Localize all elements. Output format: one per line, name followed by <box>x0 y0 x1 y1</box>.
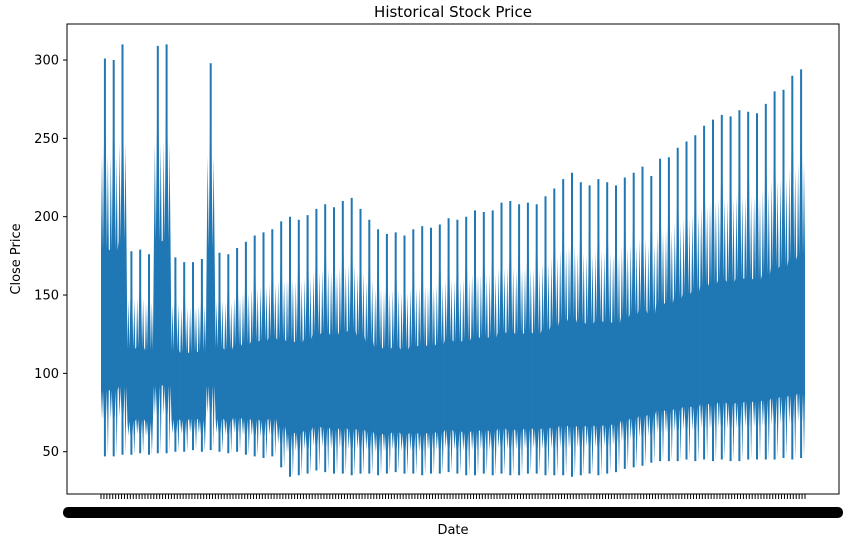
y-tick-label: 200 <box>34 210 59 225</box>
x-axis-title: Date <box>437 523 468 538</box>
series-band <box>101 44 805 477</box>
y-tick-label: 100 <box>34 367 59 382</box>
y-tick-label: 50 <box>42 445 59 460</box>
x-tick-labels-overlap <box>63 507 843 518</box>
y-tick-label: 150 <box>34 289 59 304</box>
chart-title: Historical Stock Price <box>374 3 532 21</box>
y-tick-label: 300 <box>34 54 59 69</box>
y-axis: 50 100 150 200 250 300 <box>34 54 67 460</box>
x-axis <box>63 494 843 518</box>
y-axis-title: Close Price <box>9 223 24 294</box>
y-tick-label: 250 <box>34 132 59 147</box>
series-layer <box>101 44 805 477</box>
